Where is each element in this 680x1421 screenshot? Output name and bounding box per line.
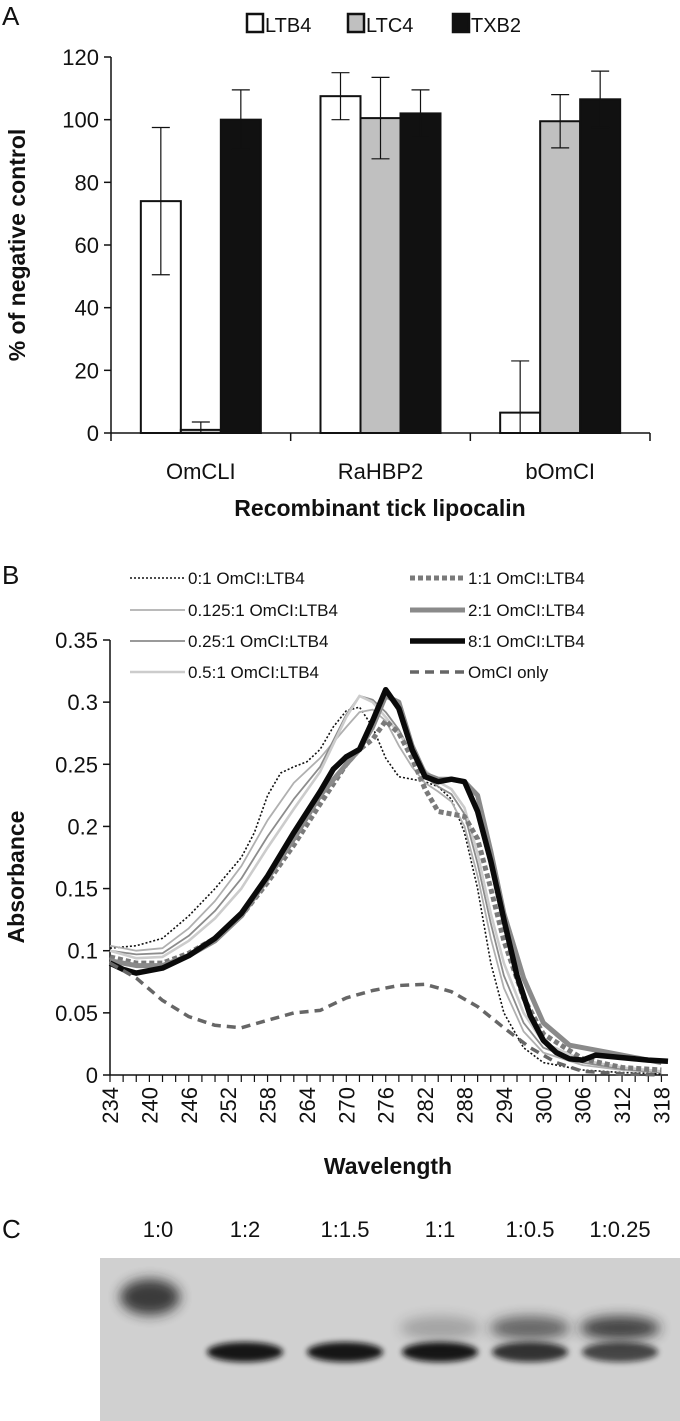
b-x-tick-label: 270 [334, 1087, 359, 1124]
a-legend-swatch [451, 12, 471, 34]
panel-a-bars [139, 70, 622, 435]
b-y-tick-label: 0.05 [55, 1001, 98, 1026]
a-y-tick-label: 20 [75, 358, 99, 383]
gel-lane-label: 1:0 [143, 1217, 174, 1242]
gel-lane-label: 1:0.5 [506, 1217, 555, 1242]
panel-b-y-axis-title: Absorbance [3, 811, 29, 944]
gel-band-lower [582, 1342, 658, 1362]
panel-b-line-chart: B 0:1 OmCI:LTB4 0.125:1 OmCI:LTB4 0.25:1 O… [2, 560, 674, 1179]
panel-a-y-axis-title: % of negative control [4, 129, 30, 362]
a-legend-swatch [245, 12, 265, 34]
gel-band-upper [400, 1316, 480, 1340]
panel-c-gel: C 1:0 1:2 1:1.5 1:1 1:0.5 1:0.25 [2, 1214, 680, 1421]
a-x-tick-label: RaHBP2 [338, 459, 424, 484]
a-bar [579, 98, 622, 435]
a-x-tick-label: bOmCI [525, 459, 595, 484]
b-x-tick-label: 234 [98, 1087, 123, 1124]
a-bar [539, 120, 582, 434]
b-legend-label: 8:1 OmCI:LTB4 [468, 632, 585, 651]
b-x-tick-label: 318 [649, 1087, 674, 1124]
a-legend-label: LTB4 [265, 15, 311, 37]
b-legend-label: 0.5:1 OmCI:LTB4 [188, 663, 319, 682]
b-x-tick-label: 312 [610, 1087, 635, 1124]
b-x-tick-label: 246 [177, 1087, 202, 1124]
gel-shading [100, 1258, 680, 1421]
gel-band-lower [207, 1342, 283, 1362]
b-x-tick-label: 300 [531, 1087, 556, 1124]
b-series-line [109, 718, 662, 1073]
b-x-tick-label: 288 [452, 1087, 477, 1124]
gel-band-upper [580, 1316, 660, 1340]
gel-lane-label: 1:1.5 [321, 1217, 370, 1242]
b-y-tick-label: 0.1 [67, 939, 98, 964]
a-y-tick-label: 80 [75, 170, 99, 195]
panel-a-x-axis-title: Recombinant tick lipocalin [234, 495, 525, 521]
panel-a-axes: 0 20 40 60 80 100 120 OmCLI RaHBP2 bOmCI [62, 45, 651, 484]
a-y-tick-label: 0 [87, 421, 99, 446]
a-y-tick-label: 120 [62, 45, 99, 70]
a-y-tick-label: 100 [62, 108, 99, 133]
b-series-line [109, 708, 662, 1074]
b-x-tick-label: 258 [256, 1087, 281, 1124]
b-legend-label: 0:1 OmCI:LTB4 [188, 569, 305, 588]
b-y-tick-label: 0.25 [55, 752, 98, 777]
gel-band-lower [402, 1342, 478, 1362]
b-legend-label: 0.125:1 OmCI:LTB4 [188, 601, 338, 620]
panel-b-lines [108, 686, 669, 1077]
a-bar [219, 118, 262, 435]
b-x-tick-label: 252 [216, 1087, 241, 1124]
a-legend-swatch [346, 12, 366, 34]
gel-lane-label: 1:0.25 [589, 1217, 650, 1242]
b-y-tick-label: 0.35 [55, 628, 98, 653]
panel-b-x-axis-title: Wavelength [324, 1153, 452, 1179]
a-bar [319, 95, 362, 435]
panel-b-label: B [2, 560, 19, 590]
gel-lane-label: 1:2 [230, 1217, 261, 1242]
a-bar [399, 112, 442, 435]
gel-band-upper [490, 1316, 570, 1340]
panel-c-label: C [2, 1214, 21, 1244]
b-series-line [109, 706, 662, 1075]
b-y-tick-label: 0.3 [67, 690, 98, 715]
b-series-line [109, 694, 662, 1073]
b-y-tick-label: 0.2 [67, 814, 98, 839]
b-legend-label: 1:1 OmCI:LTB4 [468, 569, 585, 588]
panel-a-bar-chart: A LTB4 LTC4 TXB2 0 20 40 60 80 100 120 OmCLI RaHBP… [2, 1, 651, 521]
a-x-tick-label: OmCLI [166, 459, 236, 484]
b-legend-label: 0.25:1 OmCI:LTB4 [188, 632, 328, 651]
b-series-line [109, 693, 662, 1066]
b-series-line [109, 695, 662, 1074]
panel-a-legend: LTB4 LTC4 TXB2 [245, 12, 521, 37]
gel-lane-labels: 1:0 1:2 1:1.5 1:1 1:0.5 1:0.25 [143, 1217, 651, 1242]
a-y-tick-label: 60 [75, 233, 99, 258]
b-x-tick-label: 306 [571, 1087, 596, 1124]
b-x-tick-label: 282 [413, 1087, 438, 1124]
b-x-tick-label: 264 [295, 1087, 320, 1124]
gel-bands [120, 1279, 660, 1362]
panel-b-axes: 0 0.05 0.1 0.15 0.2 0.25 0.3 0.35 234 240 246 252 25… [55, 628, 674, 1124]
b-y-tick-label: 0.15 [55, 877, 98, 902]
b-x-tick-label: 294 [492, 1087, 517, 1124]
gel-lane-label: 1:1 [425, 1217, 456, 1242]
a-bar [359, 117, 402, 434]
b-y-tick-label: 0 [86, 1063, 98, 1088]
a-y-tick-label: 40 [75, 296, 99, 321]
a-legend-label: LTC4 [366, 15, 413, 37]
b-series-line [108, 686, 669, 1065]
gel-background [100, 1258, 680, 1421]
panel-b-legend: 0:1 OmCI:LTB4 0.125:1 OmCI:LTB4 0.25:1 OmC… [130, 569, 585, 682]
b-legend-label: 2:1 OmCI:LTB4 [468, 601, 585, 620]
panel-a-label: A [2, 1, 20, 31]
gel-band-upper [120, 1279, 180, 1315]
b-series-line [109, 961, 662, 1077]
gel-band-lower [492, 1342, 568, 1362]
a-legend-label: TXB2 [471, 15, 521, 37]
gel-band-lower [307, 1342, 383, 1362]
b-x-tick-label: 240 [137, 1087, 162, 1124]
b-x-tick-label: 276 [374, 1087, 399, 1124]
b-legend-label: OmCI only [468, 663, 549, 682]
